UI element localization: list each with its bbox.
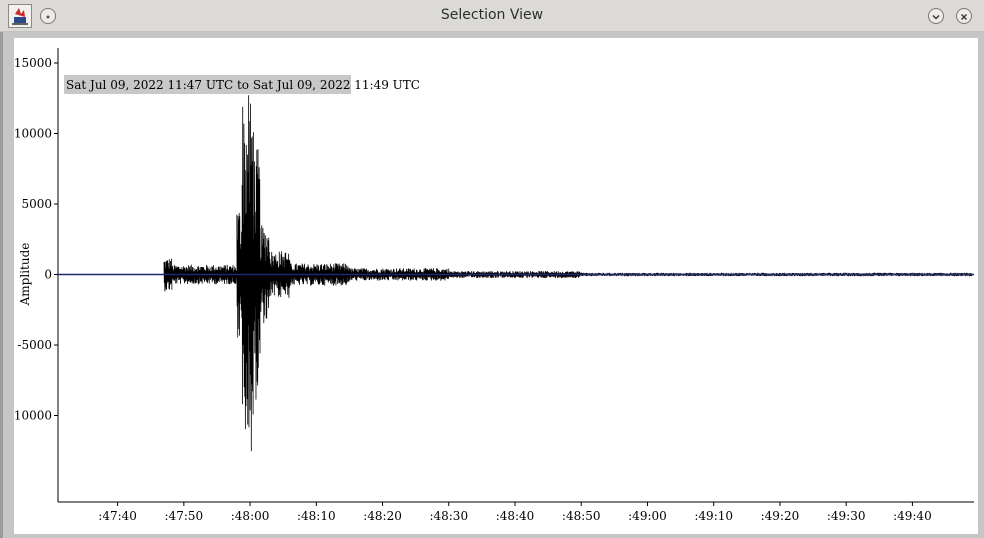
x-tick-label: :48:10 xyxy=(297,509,336,523)
x-tick-label: :49:30 xyxy=(827,509,866,523)
x-tick-label: :48:50 xyxy=(562,509,601,523)
window-title: Selection View xyxy=(440,7,544,23)
x-tick-label: :48:20 xyxy=(363,509,402,523)
waveform-segment xyxy=(448,270,582,279)
y-axis-label: Amplitude xyxy=(18,243,32,307)
waveform-segment xyxy=(171,264,238,285)
window-menu-button[interactable] xyxy=(40,8,56,24)
plot-area[interactable]: 15000 10000 5000 0 -5000 -10000 :47:40 :47:50:… xyxy=(10,38,978,534)
x-tick-label: :47:50 xyxy=(165,509,204,523)
waveform-segment xyxy=(269,251,291,298)
time-range-label: Sat Jul 09, 2022 11:47 UTC to Sat Jul 09… xyxy=(66,78,420,92)
waveform-trace xyxy=(163,95,973,452)
waveform-segment xyxy=(252,149,261,400)
close-icon xyxy=(961,14,967,20)
x-tick-label: :47:40 xyxy=(98,509,137,523)
y-tick-label: 0 xyxy=(44,268,52,282)
y-tick-label: 15000 xyxy=(14,56,52,70)
java-cup-icon xyxy=(12,8,28,25)
waveform-segment xyxy=(236,212,243,338)
close-button[interactable] xyxy=(956,8,972,24)
waveform-segment xyxy=(349,268,450,281)
x-tick-label: :49:40 xyxy=(893,509,932,523)
x-tick-label: :49:20 xyxy=(761,509,800,523)
x-tick-label: :49:10 xyxy=(694,509,733,523)
dot-icon xyxy=(46,15,50,19)
y-tick-label: -10000 xyxy=(14,409,52,423)
waveform-segment xyxy=(241,95,254,452)
x-tick-label: :48:30 xyxy=(429,509,468,523)
minimize-button[interactable] xyxy=(928,8,944,24)
app-icon[interactable] xyxy=(8,4,32,28)
window-titlebar: Selection View xyxy=(0,0,984,32)
waveform-segment xyxy=(259,225,271,324)
x-tick-label: :48:00 xyxy=(231,509,270,523)
x-axis: :47:40 :47:50 :48:00 :48:10 :48:20 :48:30 :48:… xyxy=(58,501,974,523)
chevron-down-icon xyxy=(932,15,940,20)
time-range-label-background xyxy=(64,75,351,94)
plot-frame: 15000 10000 5000 0 -5000 -10000 :47:40 :47:50:… xyxy=(3,32,984,538)
window-left-edge xyxy=(0,32,3,538)
seismogram-chart: 15000 10000 5000 0 -5000 -10000 :47:40 :47:50:… xyxy=(10,48,974,523)
x-tick-label: :48:40 xyxy=(496,509,535,523)
y-tick-label: 10000 xyxy=(14,127,52,141)
y-tick-label: -5000 xyxy=(17,338,52,352)
waveform-segment xyxy=(289,263,350,286)
x-tick-label: :49:00 xyxy=(628,509,667,523)
y-tick-label: 5000 xyxy=(21,197,52,211)
